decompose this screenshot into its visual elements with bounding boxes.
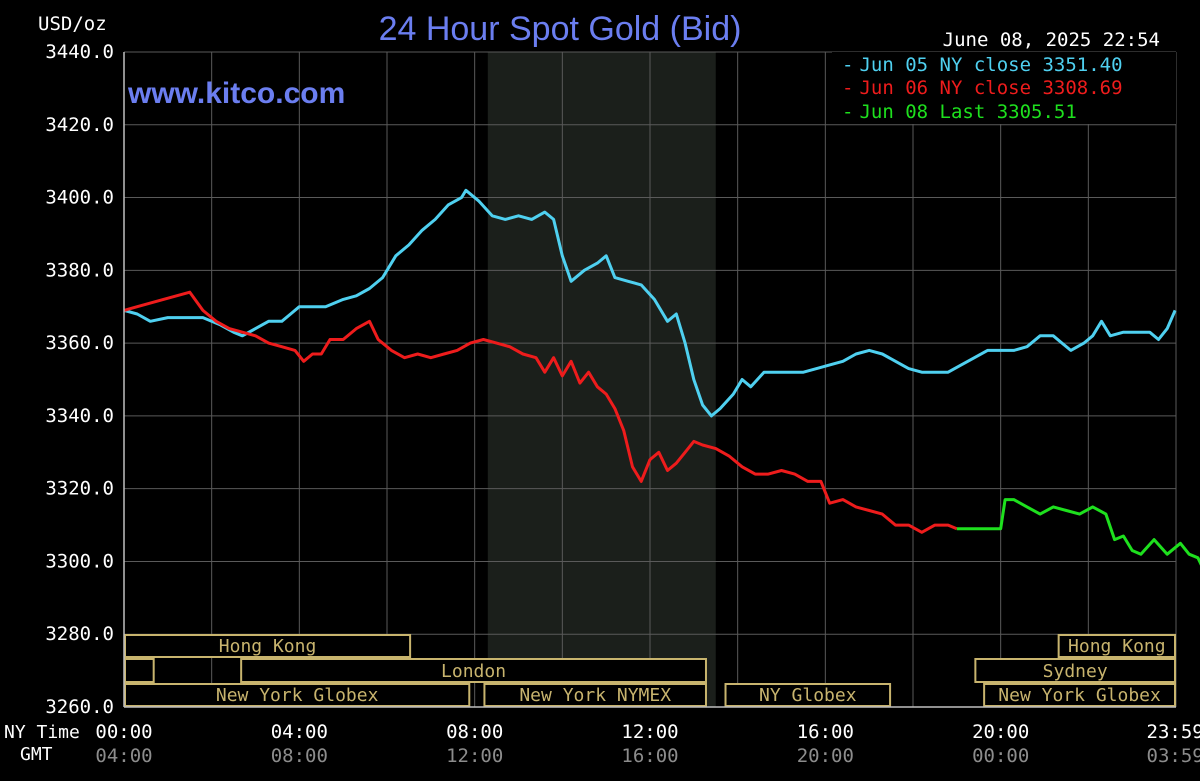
session-label: Hong Kong xyxy=(219,636,317,657)
x-tick-label-gmt: 12:00 xyxy=(446,745,503,767)
session-box xyxy=(1057,634,1177,658)
legend-label-jun06: Jun 06 NY close 3308.69 xyxy=(859,77,1122,99)
legend-entry-jun06: - Jun 06 NY close 3308.69 xyxy=(842,77,1123,99)
session-box xyxy=(983,683,1177,707)
legend: - Jun 05 NY close 3351.40 - Jun 06 NY clos… xyxy=(832,52,1176,124)
session-label: NY Globex xyxy=(759,685,857,706)
x-tick-label-ny: 08:00 xyxy=(446,721,503,743)
y-tick-label: 3380.0 xyxy=(45,259,114,281)
x-tick-label-ny: 00:00 xyxy=(95,721,152,743)
legend-box xyxy=(832,52,1176,124)
session-box xyxy=(483,683,707,707)
session-box xyxy=(974,658,1176,683)
session-label: New York NYMEX xyxy=(519,685,671,706)
price-series xyxy=(123,188,1200,566)
legend-entry-jun08: - Jun 08 Last 3305.51 xyxy=(842,101,1077,123)
x-tick-label-ny: 16:00 xyxy=(797,721,854,743)
x-tick-label-ny: 23:59 xyxy=(1147,721,1200,743)
series-line-1 xyxy=(123,290,958,534)
x-tick-label-ny: 12:00 xyxy=(621,721,678,743)
x-tick-label-gmt: 03:59 xyxy=(1147,745,1200,767)
y-tick-label: 3260.0 xyxy=(45,696,114,718)
session-box xyxy=(724,683,892,707)
legend-entry-jun05: - Jun 05 NY close 3351.40 xyxy=(842,54,1123,76)
unit-label: USD/oz xyxy=(38,13,107,35)
x-tick-label-gmt: 04:00 xyxy=(95,745,152,767)
x-tick-label-ny: 04:00 xyxy=(271,721,328,743)
x-tick-label-ny: 20:00 xyxy=(972,721,1029,743)
series-line-0 xyxy=(123,188,1177,418)
x-tick-label-gmt: 00:00 xyxy=(972,745,1029,767)
y-tick-label: 3360.0 xyxy=(45,332,114,354)
series-line-2 xyxy=(956,498,1200,566)
session-box xyxy=(124,683,471,707)
session-box xyxy=(240,658,707,683)
x-tick-label-gmt: 20:00 xyxy=(797,745,854,767)
x-axis-label-ny: NY Time xyxy=(4,722,80,743)
y-tick-label: 3440.0 xyxy=(45,41,114,63)
session-label: New York Globex xyxy=(998,685,1161,706)
y-tick-labels: 3440.0 3420.0 3400.0 3380.0 3360.0 3340.0 3320… xyxy=(45,41,114,718)
market-sessions: Hong Kong Hong Kong London Sydney New York G… xyxy=(124,634,1177,707)
shaded-session-region xyxy=(487,52,716,707)
y-tick-label: 3400.0 xyxy=(45,187,114,209)
y-tick-label: 3420.0 xyxy=(45,114,114,136)
legend-label-jun08: Jun 08 Last 3305.51 xyxy=(859,101,1076,123)
x-axis-label-gmt: GMT xyxy=(20,744,53,765)
watermark-url: www.kitco.com xyxy=(127,77,345,110)
session-label: Sydney xyxy=(1043,661,1108,682)
session-label: New York Globex xyxy=(216,685,379,706)
y-tick-label: 3320.0 xyxy=(45,478,114,500)
chart-title: 24 Hour Spot Gold (Bid) xyxy=(379,10,742,48)
x-tick-label-gmt: 08:00 xyxy=(271,745,328,767)
session-box xyxy=(124,634,412,658)
x-tick-labels: 00:0004:0004:0008:0008:0012:0012:0016:00… xyxy=(95,721,1200,767)
timestamp: June 08, 2025 22:54 xyxy=(943,29,1160,51)
y-tick-label: 3280.0 xyxy=(45,623,114,645)
session-label: Hong Kong xyxy=(1068,636,1166,657)
x-tick-label-gmt: 16:00 xyxy=(621,745,678,767)
y-tick-label: 3340.0 xyxy=(45,405,114,427)
session-label: London xyxy=(441,661,506,682)
session-box xyxy=(124,658,155,683)
y-tick-label: 3300.0 xyxy=(45,550,114,572)
legend-label-jun05: Jun 05 NY close 3351.40 xyxy=(859,54,1122,76)
